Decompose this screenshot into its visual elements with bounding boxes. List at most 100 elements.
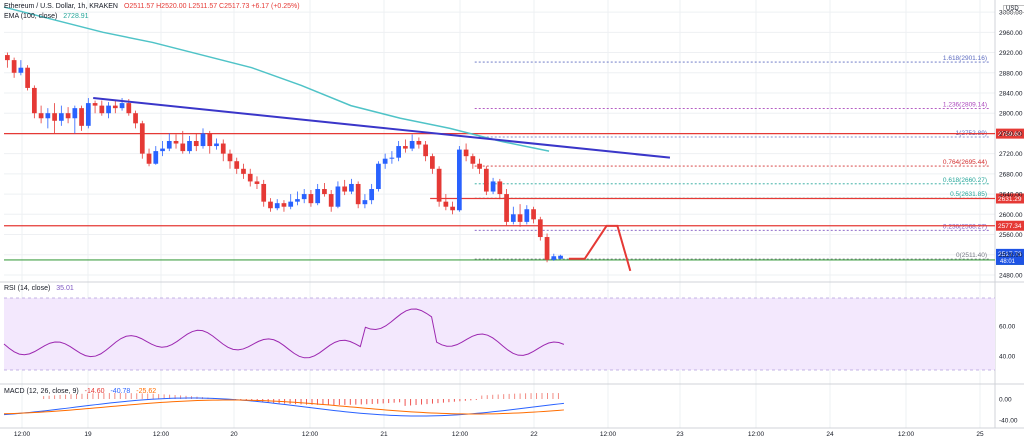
candle-body — [403, 146, 408, 149]
rsi-value: 35.01 — [56, 285, 74, 292]
candles — [5, 52, 563, 263]
candle-body — [18, 67, 24, 73]
price-tick: 2720.00 — [999, 151, 1023, 158]
time-tick: 12:00 — [600, 431, 617, 438]
price-tick: 2520.00 — [999, 252, 1023, 259]
level-badge-label: 2631.29 — [998, 196, 1022, 203]
candle-body — [443, 201, 449, 207]
level-badge-label: 2759.60 — [998, 131, 1022, 138]
candle-body — [483, 168, 489, 192]
rsi-overbought-band — [4, 298, 995, 370]
fib-label: 0.618(2660.27) — [943, 177, 987, 184]
price-tick: 2560.00 — [999, 232, 1023, 239]
candle-body — [430, 156, 435, 169]
time-tick: 12:00 — [302, 431, 319, 438]
candle-body — [288, 201, 294, 207]
candle-body — [322, 189, 327, 195]
macd-legend: MACD (12, 26, close, 9) -14.60 -40.78 -2… — [4, 388, 160, 395]
ema-legend: EMA (100, close) 2728.91 — [4, 13, 93, 20]
level-badge — [996, 193, 1024, 204]
candle-body — [369, 189, 375, 201]
rsi-band — [4, 297, 995, 371]
time-tick: 12:00 — [14, 431, 31, 438]
candle-body — [220, 143, 226, 154]
time-tick: 23 — [676, 431, 684, 438]
candle-body — [133, 113, 138, 124]
candle-body — [126, 103, 132, 114]
candle-body — [342, 186, 348, 192]
candle-body — [335, 186, 341, 207]
candle-body — [5, 55, 10, 61]
candle-body — [268, 201, 273, 209]
price-tick: 2760.00 — [999, 131, 1023, 138]
candle-body — [362, 200, 368, 205]
symbol-label: Ethereum / U.S. Dollar, 1h, KRAKEN — [4, 3, 118, 10]
candle-body — [376, 163, 381, 190]
macd-signal-value: -25.62 — [136, 388, 157, 395]
candle-body — [490, 181, 496, 192]
candle-body — [295, 199, 300, 202]
macd-tick: 0.00 — [999, 397, 1012, 404]
candle-body — [531, 209, 536, 220]
candle-body — [382, 158, 388, 164]
rsi-polyline — [3, 308, 565, 359]
axis-labels: 3000.00 2960.00 2920.00 2880.00 2840.00 2800.… — [14, 10, 1023, 438]
candle-body — [456, 149, 462, 211]
candle-body — [477, 163, 482, 169]
price-tick: 2840.00 — [999, 90, 1023, 97]
candle-body — [254, 181, 260, 184]
price-tick: 2960.00 — [999, 30, 1023, 37]
time-tick: 19 — [84, 431, 92, 438]
candle-body — [79, 108, 84, 126]
candle-body — [119, 103, 125, 109]
time-tick: 22 — [530, 431, 538, 438]
candle-body — [139, 123, 145, 154]
signal-line — [3, 399, 564, 415]
candle-body — [112, 105, 118, 109]
candle-body — [389, 157, 395, 159]
price-tick: 2880.00 — [999, 70, 1023, 77]
candle-body — [45, 113, 51, 119]
fib-label: 0.764(2695.44) — [943, 159, 987, 166]
descending-trend-line — [93, 97, 671, 159]
candle-body — [65, 113, 71, 119]
macd-pane — [3, 393, 564, 417]
time-tick: 25 — [976, 431, 984, 438]
macd-hist-value: -14.60 — [84, 388, 105, 395]
current-price-badge — [996, 248, 1024, 265]
rsi-tick: 40.00 — [999, 354, 1016, 361]
candle-body — [470, 156, 476, 164]
time-tick: 21 — [380, 431, 388, 438]
candle-body — [166, 141, 172, 149]
countdown-label: 48:01 — [1000, 259, 1016, 265]
candle-body — [99, 105, 105, 114]
candle-body — [423, 144, 428, 157]
price-tick: 2680.00 — [999, 171, 1023, 178]
rsi-tick: 60.00 — [999, 324, 1016, 331]
fib-label: 0.236(2568.27) — [943, 223, 987, 230]
candle-body — [261, 183, 267, 202]
candle-body — [193, 141, 199, 147]
candle-body — [396, 146, 401, 158]
candle-body — [31, 87, 37, 114]
fib-label: 1.618(2901.16) — [943, 55, 987, 62]
candle-body — [537, 219, 543, 238]
candle-body — [25, 67, 30, 88]
fib-label: 1.236(2809.14) — [943, 102, 987, 109]
ema-label: EMA (100, close) — [4, 13, 58, 20]
macd-line-value: -40.78 — [110, 388, 131, 395]
candle-body — [153, 151, 159, 164]
fib-label: 0(2511.40) — [956, 252, 987, 259]
candle-body — [558, 255, 563, 259]
candle-body — [510, 214, 516, 222]
projection — [568, 224, 632, 272]
candle-body — [11, 60, 17, 73]
macd-label: MACD (12, 26, close, 9) — [4, 388, 79, 395]
candle-body — [416, 141, 422, 145]
candle-body — [234, 161, 240, 169]
currency-badge[interactable]: USD — [1003, 5, 1024, 13]
time-tick: 12:00 — [748, 431, 765, 438]
level-badge — [996, 128, 1024, 139]
rsi-legend: RSI (14, close) 35.01 — [4, 285, 78, 292]
price-tick: 3000.00 — [999, 10, 1023, 17]
